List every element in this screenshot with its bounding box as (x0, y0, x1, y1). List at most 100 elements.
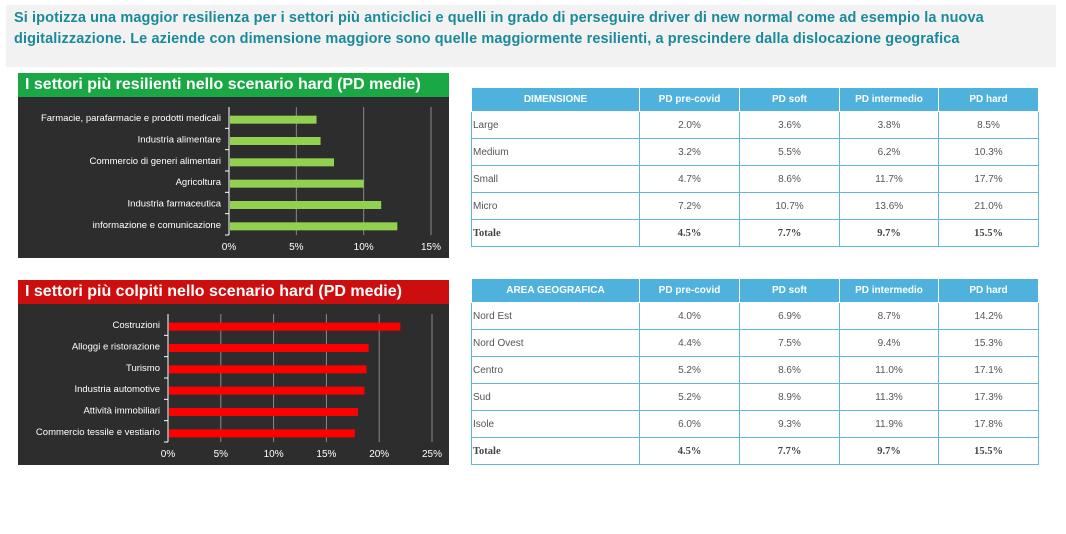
table-row: Isole 6.0% 9.3% 11.9% 17.8% (471, 410, 1039, 438)
table-cell: 13.6% (839, 192, 939, 220)
table-row: Sud 5.2% 8.9% 11.3% 17.3% (471, 383, 1039, 411)
table-cell: 2.0% (639, 111, 740, 139)
affected-sectors-chart: 0% 5% 10% 15% 20% 25% Costruzioni Alloggi e ris… (18, 304, 449, 465)
row-label: Nord Est (471, 302, 640, 330)
table-cell: 10.3% (938, 138, 1039, 166)
area-pd-table: AREA GEOGRAFICA PD pre-covid PD soft PD int… (471, 278, 1039, 465)
table-cell: 4.5% (639, 437, 740, 465)
table-cell: 8.5% (938, 111, 1039, 139)
table-cell: 5.2% (639, 356, 740, 384)
column-header: PD soft (739, 278, 840, 303)
x-tick-label: 15% (421, 242, 441, 253)
table-cell: 8.6% (739, 165, 840, 193)
table-cell: 14.2% (938, 302, 1039, 330)
table-cell: 4.7% (639, 165, 740, 193)
row-label: Micro (471, 192, 640, 220)
table-cell: 4.0% (639, 302, 740, 330)
table-cell: 11.0% (839, 356, 939, 384)
category-label: Commercio tessile e vestiario (36, 427, 160, 438)
resilient-sectors-chart: 0% 5% 10% 15% Farmacie, parafarmacie e prodo… (18, 97, 449, 258)
bar (230, 158, 335, 167)
column-header: PD intermedio (839, 87, 939, 112)
table-cell: 11.7% (839, 165, 939, 193)
table-row: Medium 3.2% 5.5% 6.2% 10.3% (471, 138, 1039, 166)
table-cell: 6.2% (839, 138, 939, 166)
category-label: informazione e comunicazione (93, 220, 221, 231)
x-tick-label: 10% (354, 242, 374, 253)
bar (169, 322, 401, 331)
column-header: PD hard (938, 87, 1039, 112)
table-cell: 9.7% (839, 219, 939, 247)
table-cell: 7.2% (639, 192, 740, 220)
table-cell: 8.9% (739, 383, 840, 411)
table-row: Small 4.7% 8.6% 11.7% 17.7% (471, 165, 1039, 193)
x-tick-label: 0% (161, 449, 176, 460)
table-cell: 17.3% (938, 383, 1039, 411)
column-header: PD pre-covid (639, 87, 740, 112)
bar (230, 222, 398, 231)
bar (230, 179, 364, 188)
table-cell: 7.7% (739, 437, 840, 465)
category-label: Commercio di generi alimentari (90, 156, 221, 167)
table-cell: 3.8% (839, 111, 939, 139)
table-row: Centro 5.2% 8.6% 11.0% 17.1% (471, 356, 1039, 384)
bar (230, 115, 317, 124)
column-header: DIMENSIONE (471, 87, 640, 112)
table-header-row: DIMENSIONE PD pre-covid PD soft PD intermed… (471, 87, 1039, 112)
table-cell: 17.1% (938, 356, 1039, 384)
category-label: Agricoltura (176, 177, 222, 188)
bar (230, 137, 321, 145)
table-cell: 5.2% (639, 383, 740, 411)
summary-text: Si ipotizza una maggior resilienza per i… (14, 10, 984, 47)
table-cell: 9.3% (739, 410, 840, 438)
category-label: Industria alimentare (138, 135, 221, 146)
category-label: Turismo (126, 363, 160, 374)
table-cell: 10.7% (739, 192, 840, 220)
table-cell: 11.3% (839, 383, 939, 411)
table-row: Nord Est 4.0% 6.9% 8.7% 14.2% (471, 302, 1039, 330)
table-cell: 3.2% (639, 138, 740, 166)
category-label: Industria automotive (74, 384, 160, 395)
bar (169, 344, 369, 352)
table-row: Large 2.0% 3.6% 3.8% 8.5% (471, 111, 1039, 139)
bar (169, 429, 355, 438)
table-cell: 15.3% (938, 329, 1039, 357)
row-label: Totale (471, 437, 640, 465)
category-label: Attività immobiliari (83, 406, 160, 417)
affected-chart-svg: 0% 5% 10% 15% 20% 25% Costruzioni Alloggi e ris… (36, 314, 442, 460)
row-label: Medium (471, 138, 640, 166)
table-row: Totale 4.5% 7.7% 9.7% 15.5% (471, 219, 1039, 247)
table-cell: 9.7% (839, 437, 939, 465)
row-label: Large (471, 111, 640, 139)
row-label: Nord Ovest (471, 329, 640, 357)
category-label: Alloggi e ristorazione (72, 342, 160, 353)
category-label: Farmacie, parafarmacie e prodotti medica… (41, 113, 221, 124)
x-tick-label: 15% (316, 449, 336, 460)
table-row: Nord Ovest 4.4% 7.5% 9.4% 15.3% (471, 329, 1039, 357)
x-tick-label: 5% (289, 242, 304, 253)
resilient-chart-title: I settori più resilienti nello scenario … (18, 73, 449, 97)
table-cell: 4.5% (639, 219, 740, 247)
column-header: PD hard (938, 278, 1039, 303)
column-header: AREA GEOGRAFICA (471, 278, 640, 303)
table-cell: 15.5% (938, 437, 1039, 465)
summary-banner: Si ipotizza una maggior resilienza per i… (6, 5, 1056, 67)
affected-chart-title: I settori più colpiti nello scenario har… (18, 280, 449, 304)
row-label: Sud (471, 383, 640, 411)
table-row: Micro 7.2% 10.7% 13.6% 21.0% (471, 192, 1039, 220)
column-header: PD soft (739, 87, 840, 112)
x-tick-label: 25% (422, 449, 442, 460)
table-cell: 15.5% (938, 219, 1039, 247)
bar (169, 386, 365, 395)
table-cell: 9.4% (839, 329, 939, 357)
table-cell: 8.7% (839, 302, 939, 330)
row-label: Small (471, 165, 640, 193)
table-row: Totale 4.5% 7.7% 9.7% 15.5% (471, 437, 1039, 465)
category-label: Costruzioni (112, 320, 160, 331)
table-header-row: AREA GEOGRAFICA PD pre-covid PD soft PD int… (471, 278, 1039, 303)
row-label: Totale (471, 219, 640, 247)
bar (230, 201, 382, 209)
table-cell: 4.4% (639, 329, 740, 357)
row-label: Centro (471, 356, 640, 384)
row-label: Isole (471, 410, 640, 438)
